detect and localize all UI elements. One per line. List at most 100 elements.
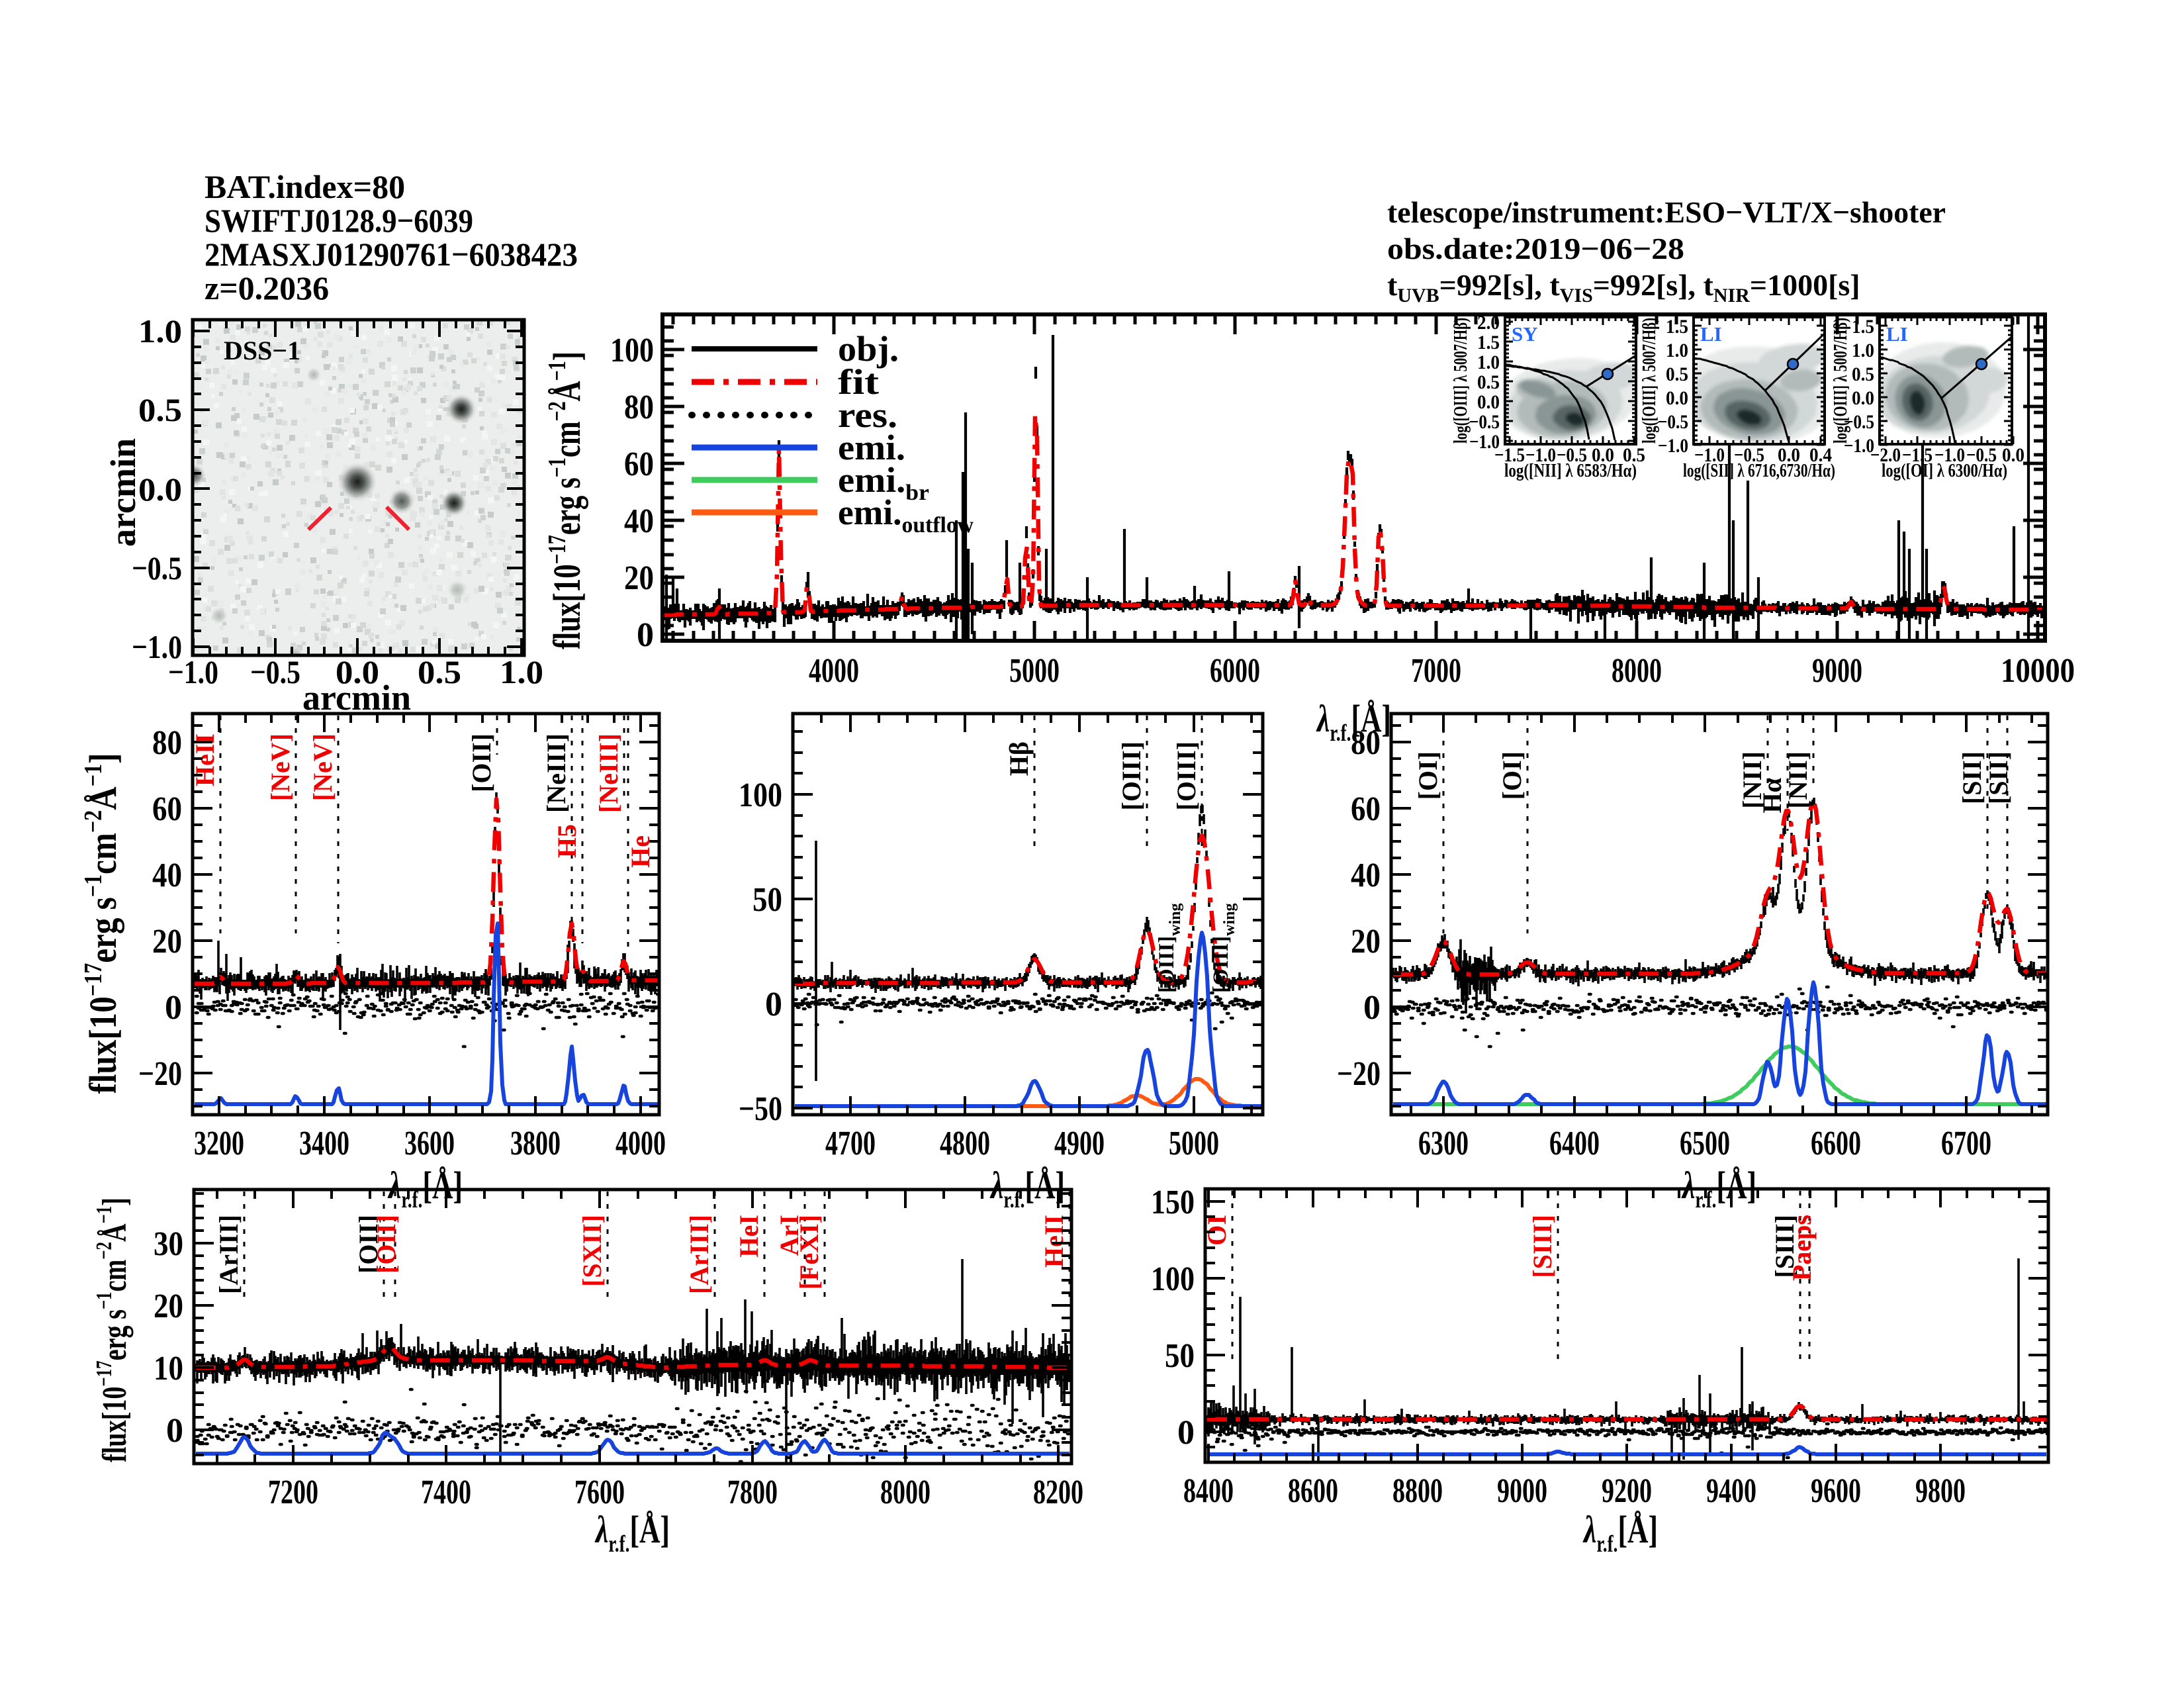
svg-text:3800: 3800: [510, 1125, 561, 1162]
svg-text:60: 60: [152, 790, 182, 828]
svg-text:log([OI] λ 6300/Hα): log([OI] λ 6300/Hα): [1882, 461, 2007, 481]
svg-text:−1.0: −1.0: [1844, 435, 1874, 457]
svg-text:7800: 7800: [727, 1474, 778, 1511]
svg-text:50: 50: [752, 881, 782, 919]
svg-text:emi.: emi.: [838, 428, 905, 467]
svg-text:[OII]: [OII]: [467, 733, 496, 792]
svg-text:−1.0: −1.0: [132, 628, 182, 665]
svg-text:1.5: 1.5: [1477, 332, 1500, 353]
svg-text:40: 40: [1351, 857, 1381, 894]
svg-text:fit: fit: [838, 362, 879, 402]
svg-text:0.0: 0.0: [1852, 387, 1874, 409]
svg-text:[ArIII]: [ArIII]: [214, 1215, 244, 1294]
svg-text:[NeV]: [NeV]: [308, 733, 338, 801]
svg-text:40: 40: [152, 857, 182, 894]
svg-text:0.5: 0.5: [1666, 363, 1688, 385]
svg-text:[NeIII]: [NeIII]: [594, 733, 623, 813]
svg-text:−0.5: −0.5: [1844, 411, 1874, 433]
svg-text:0.0: 0.0: [1778, 444, 1800, 466]
svg-text:2.0: 2.0: [1477, 312, 1500, 334]
svg-text:LI: LI: [1700, 322, 1722, 346]
svg-text:50: 50: [1165, 1337, 1195, 1375]
svg-text:1.0: 1.0: [1477, 352, 1500, 373]
svg-text:−1.0: −1.0: [1658, 435, 1688, 457]
svg-text:1.0: 1.0: [1666, 340, 1688, 361]
svg-text:−1.0: −1.0: [1469, 431, 1500, 453]
svg-text:6700: 6700: [1941, 1125, 1991, 1162]
svg-text:λr.f.[Å]: λr.f.[Å]: [1582, 1508, 1658, 1557]
svg-text:log([OIII] λ 5007/Hβ): log([OIII] λ 5007/Hβ): [1639, 318, 1660, 444]
svg-text:obj.: obj.: [838, 329, 899, 369]
svg-text:6600: 6600: [1811, 1125, 1861, 1162]
svg-text:flux[10−17erg s−1cm−2Å−1]: flux[10−17erg s−1cm−2Å−1]: [543, 352, 588, 649]
svg-text:[FeXI]: [FeXI]: [794, 1215, 824, 1289]
svg-text:9000: 9000: [1812, 652, 1862, 690]
svg-text:30: 30: [154, 1225, 183, 1263]
svg-text:−1.0: −1.0: [1525, 444, 1556, 466]
svg-text:2MASXJ01290761−6038423: 2MASXJ01290761−6038423: [205, 236, 578, 273]
svg-text:−0.5: −0.5: [1734, 444, 1764, 466]
svg-text:res.: res.: [838, 395, 897, 435]
svg-text:−1.0: −1.0: [1934, 444, 1965, 466]
svg-text:5000: 5000: [1009, 652, 1060, 690]
svg-text:8000: 8000: [880, 1474, 931, 1511]
svg-text:3200: 3200: [194, 1125, 244, 1162]
svg-text:Hβ: Hβ: [1004, 741, 1034, 776]
svg-text:0.0: 0.0: [1592, 444, 1614, 466]
svg-text:BAT.index=80: BAT.index=80: [205, 168, 405, 205]
svg-text:3400: 3400: [299, 1125, 349, 1162]
svg-text:−1.5: −1.5: [1902, 444, 1933, 466]
svg-text:0.0: 0.0: [1477, 391, 1500, 413]
svg-text:[SII]: [SII]: [1957, 751, 1987, 804]
svg-text:[SXII]: [SXII]: [577, 1215, 607, 1287]
svg-text:0: 0: [637, 616, 654, 654]
svg-text:λr.f.[Å]: λr.f.[Å]: [387, 1164, 463, 1213]
svg-text:[SIII]: [SIII]: [1770, 1215, 1799, 1278]
svg-text:0.5: 0.5: [1477, 371, 1500, 393]
svg-text:[OIII]: [OIII]: [1171, 741, 1201, 810]
svg-text:[NII]: [NII]: [1783, 751, 1813, 809]
svg-text:8600: 8600: [1288, 1472, 1338, 1510]
svg-text:150: 150: [1151, 1184, 1195, 1221]
svg-text:0.5: 0.5: [1852, 363, 1874, 385]
svg-text:10: 10: [154, 1350, 183, 1387]
svg-text:flux[10−17erg s−1cm−2Å−1]: flux[10−17erg s−1cm−2Å−1]: [79, 753, 124, 1094]
svg-text:λr.f.[Å]: λr.f.[Å]: [1316, 697, 1391, 746]
svg-text:H5: H5: [552, 824, 582, 858]
svg-text:[OII]: [OII]: [371, 1215, 401, 1274]
svg-text:4000: 4000: [615, 1125, 666, 1162]
svg-text:9800: 9800: [1915, 1472, 1966, 1510]
svg-text:[SIII]: [SIII]: [1527, 1215, 1557, 1278]
svg-text:8800: 8800: [1392, 1472, 1443, 1510]
svg-text:1.5: 1.5: [1852, 316, 1874, 338]
svg-text:−1.5: −1.5: [1494, 444, 1525, 466]
svg-text:telescope/instrument:ESO−VLT/X: telescope/instrument:ESO−VLT/X−shooter: [1387, 195, 1946, 229]
svg-text:[SII]: [SII]: [1983, 751, 2013, 804]
svg-text:6500: 6500: [1680, 1125, 1730, 1162]
svg-text:0: 0: [165, 989, 182, 1027]
svg-text:10000: 10000: [2001, 652, 2075, 690]
svg-text:0.0: 0.0: [2002, 444, 2025, 466]
svg-text:[OIII]: [OIII]: [1116, 741, 1146, 810]
svg-text:7400: 7400: [421, 1474, 471, 1511]
svg-text:λr.f.[Å]: λr.f.[Å]: [594, 1508, 670, 1557]
svg-text:1.0: 1.0: [138, 312, 182, 350]
svg-text:8400: 8400: [1183, 1472, 1234, 1510]
svg-text:SWIFTJ0128.9−6039: SWIFTJ0128.9−6039: [205, 202, 473, 239]
svg-text:−1.0: −1.0: [168, 653, 218, 690]
svg-text:[OII]: [OII]: [353, 1215, 383, 1274]
svg-text:40: 40: [624, 502, 654, 540]
svg-text:0.0: 0.0: [336, 653, 379, 690]
svg-text:0.5: 0.5: [418, 653, 461, 690]
svg-text:9000: 9000: [1497, 1472, 1547, 1510]
svg-text:arcmin: arcmin: [302, 678, 411, 718]
svg-text:6400: 6400: [1549, 1125, 1600, 1162]
svg-text:−50: −50: [739, 1090, 782, 1128]
svg-text:[NeV]: [NeV]: [265, 733, 295, 801]
svg-text:−2.0: −2.0: [1870, 444, 1901, 466]
svg-text:7600: 7600: [574, 1474, 625, 1511]
svg-text:HeII: HeII: [1039, 1215, 1069, 1268]
svg-text:log([OIII] λ 5007/Hβ): log([OIII] λ 5007/Hβ): [1451, 318, 1471, 444]
svg-text:−1.0: −1.0: [1694, 444, 1725, 466]
svg-text:log([SII] λ 6716,6730/Hα): log([SII] λ 6716,6730/Hα): [1683, 461, 1835, 481]
